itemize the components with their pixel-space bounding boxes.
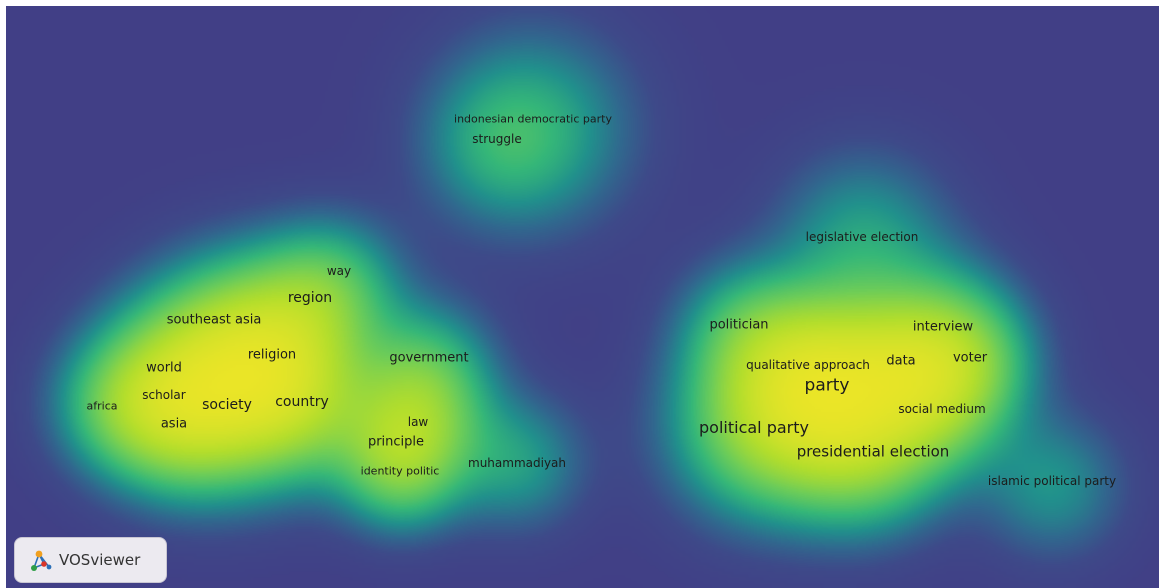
term-country[interactable]: country — [275, 394, 329, 410]
vosviewer-badge[interactable]: VOSviewer — [14, 537, 167, 583]
term-region[interactable]: region — [287, 290, 333, 306]
term-social-medium[interactable]: social medium — [898, 402, 986, 416]
term-law[interactable]: law — [407, 415, 429, 429]
term-muhammadiyah[interactable]: muhammadiyah — [468, 456, 566, 470]
term-principle[interactable]: principle — [367, 434, 425, 450]
term-indonesian-democratic-party[interactable]: indonesian democratic party — [454, 112, 612, 126]
term-presidential-election[interactable]: presidential election — [796, 442, 950, 461]
density-map[interactable]: indonesian democratic party struggle leg… — [6, 6, 1159, 588]
term-society[interactable]: society — [202, 397, 252, 413]
term-legislative-election[interactable]: legislative election — [805, 230, 919, 244]
term-interview[interactable]: interview — [912, 319, 974, 335]
term-religion[interactable]: religion — [247, 347, 297, 363]
term-party[interactable]: party — [804, 375, 850, 396]
term-africa[interactable]: africa — [86, 399, 118, 413]
term-data[interactable]: data — [886, 353, 916, 369]
term-politician[interactable]: politician — [709, 317, 769, 333]
vosviewer-label: VOSviewer — [59, 551, 141, 569]
term-qualitative-approach[interactable]: qualitative approach — [746, 358, 870, 372]
term-political-party[interactable]: political party — [699, 418, 809, 437]
vosviewer-logo-icon — [31, 550, 52, 571]
term-islamic-political-party[interactable]: islamic political party — [987, 474, 1117, 488]
term-world[interactable]: world — [146, 360, 182, 376]
term-struggle[interactable]: struggle — [472, 132, 522, 146]
term-way[interactable]: way — [326, 264, 352, 278]
term-identity-politic[interactable]: identity politic — [360, 464, 440, 478]
term-scholar[interactable]: scholar — [142, 388, 186, 402]
term-government[interactable]: government — [389, 350, 469, 366]
term-southeast-asia[interactable]: southeast asia — [166, 312, 262, 328]
term-voter[interactable]: voter — [952, 350, 988, 366]
density-heatmap — [6, 6, 1159, 588]
term-asia[interactable]: asia — [160, 416, 188, 432]
